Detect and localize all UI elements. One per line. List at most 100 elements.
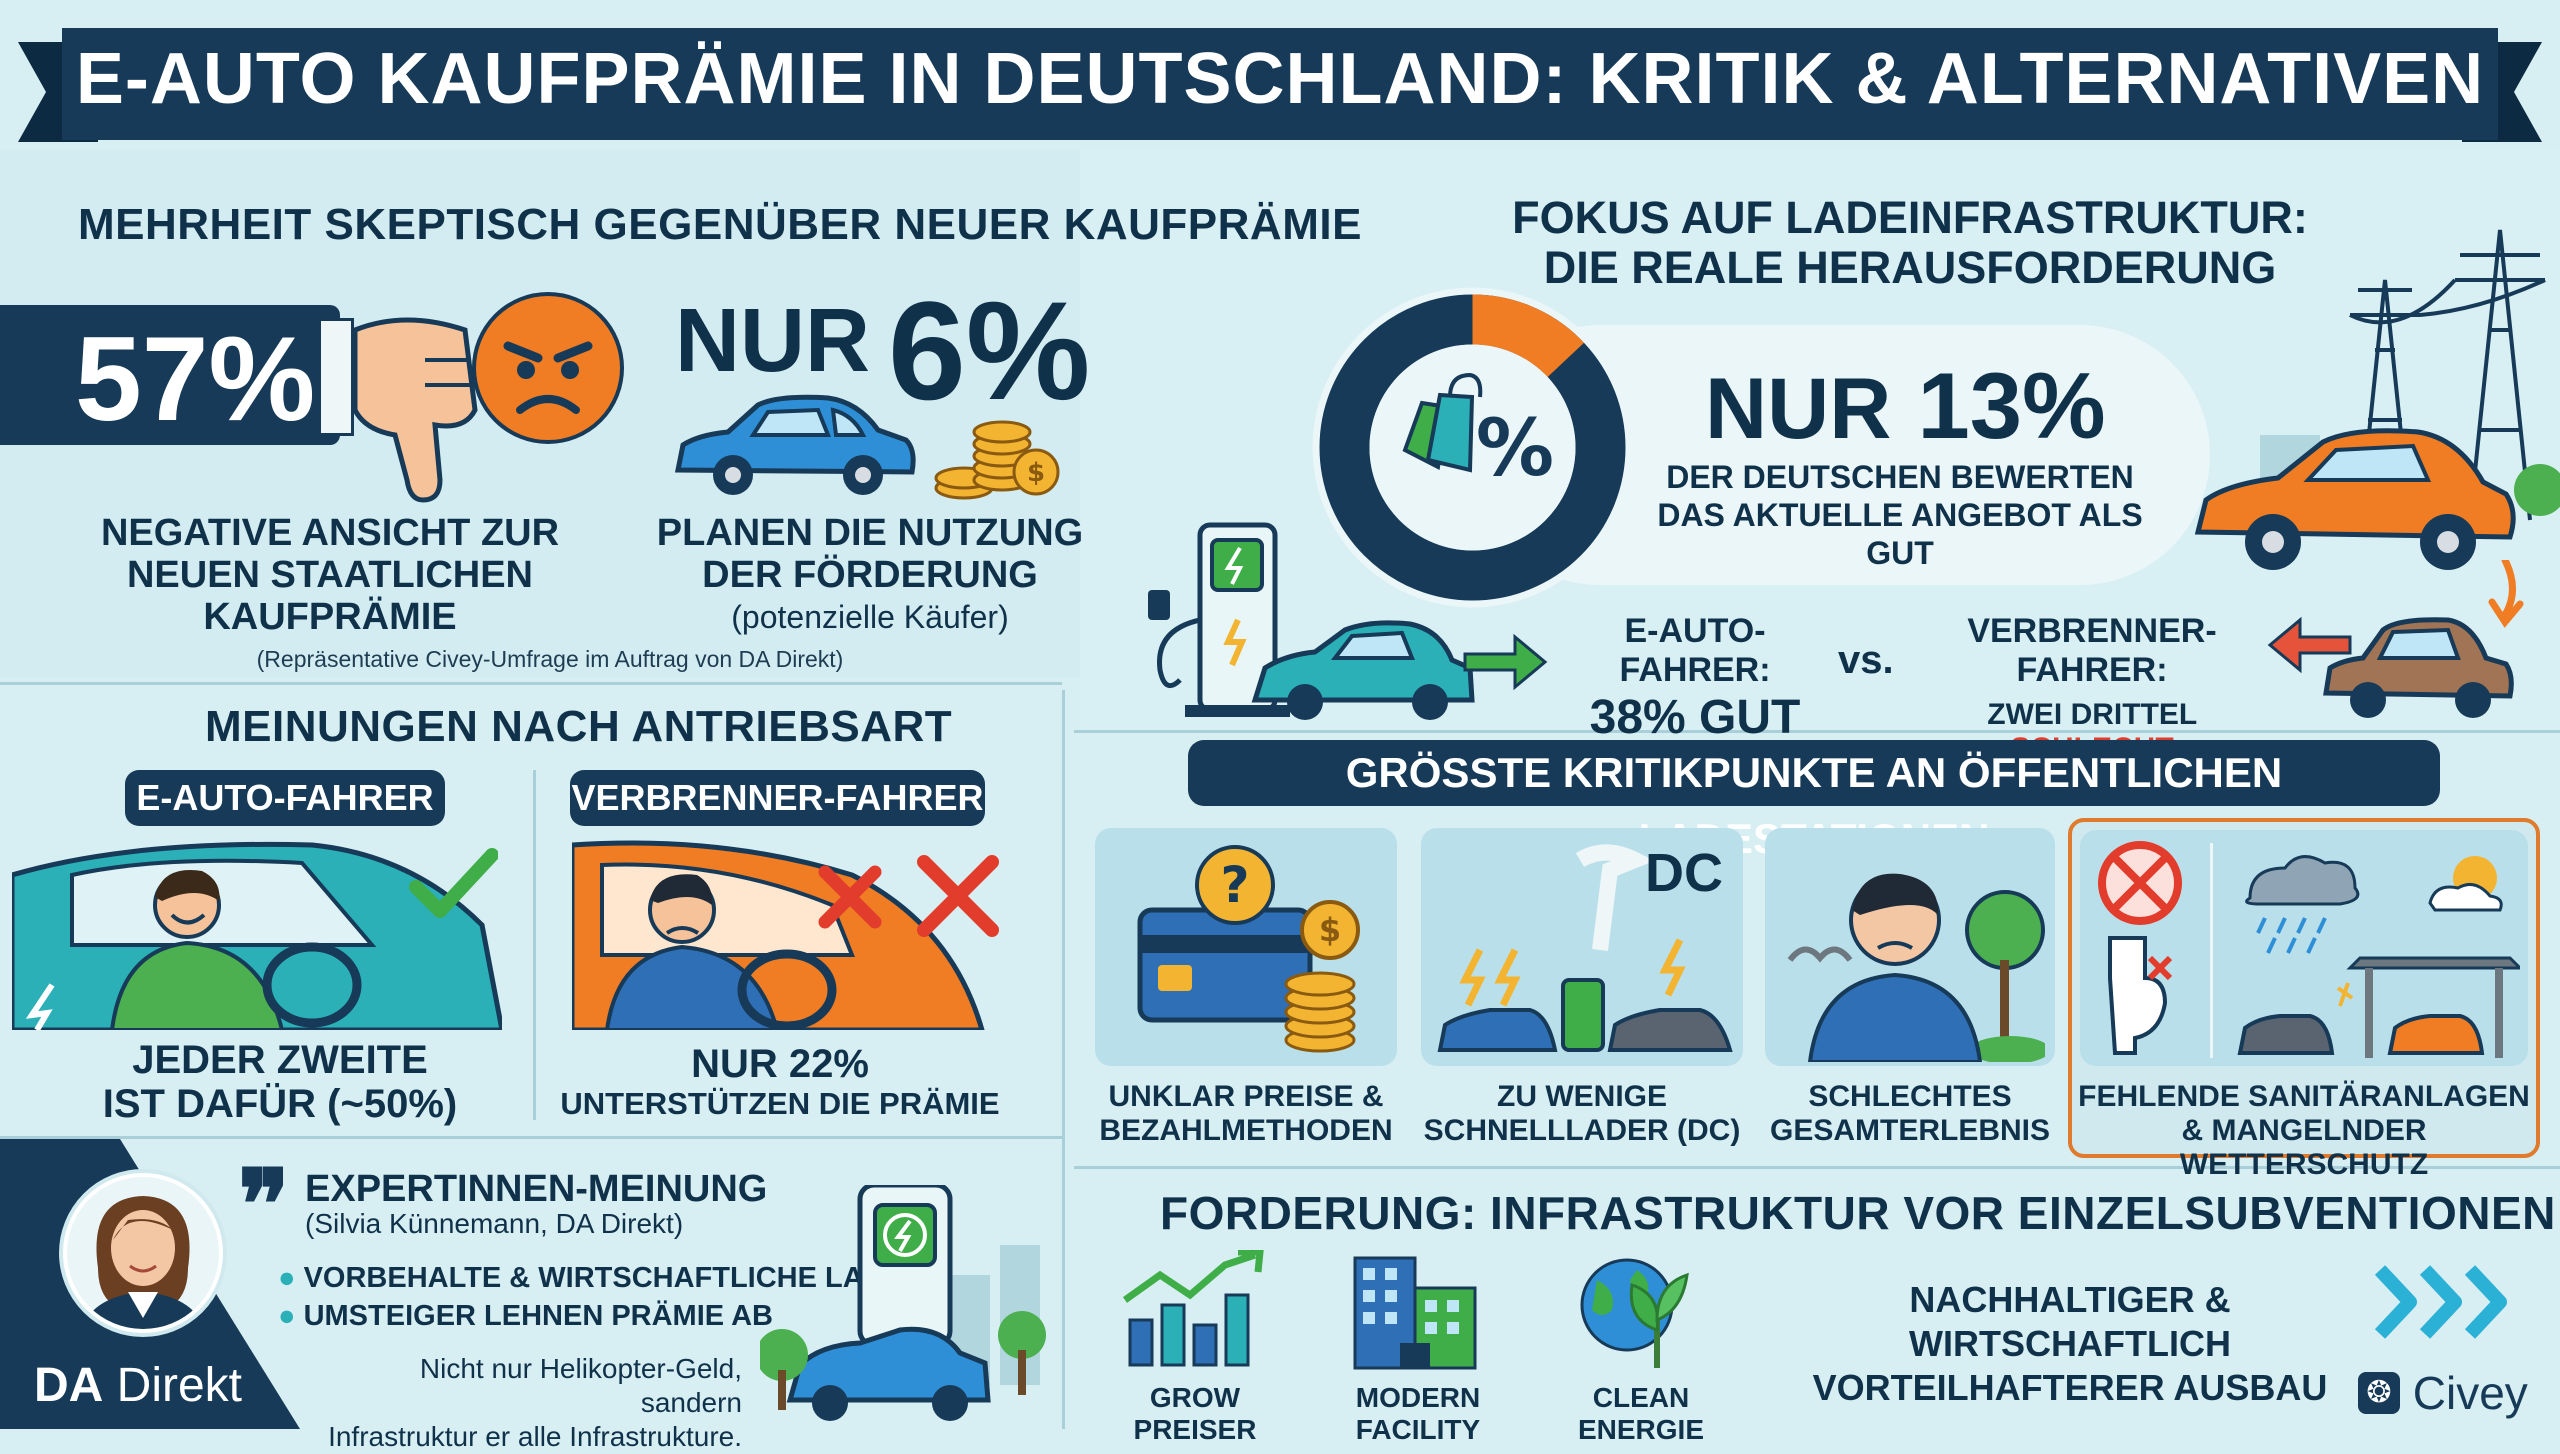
car-icon xyxy=(674,394,916,495)
negative-caption-line: NEUEN STAATLICHEN xyxy=(126,554,534,596)
svg-text:%: % xyxy=(1476,404,1554,494)
negative-caption-line: KAUFPRÄMIE xyxy=(203,596,457,638)
ice-driver-value-prefix: ZWEI DRITTEL xyxy=(1987,698,2197,731)
criticism-caption: UNKLAR PREISE & BEZAHLMETHODEN xyxy=(1085,1080,1407,1148)
expert-avatar xyxy=(59,1169,227,1337)
demand-icon-label: MODERN FACILITY xyxy=(1355,1382,1481,1445)
plan-caption: PLANEN DIE NUTZUNG DER FÖRDERUNG (potenz… xyxy=(650,512,1090,638)
expert-bullet: ● VORBEHALTE & WIRTSCHAFTLICHE LAGE xyxy=(278,1262,906,1295)
bullet-dot: ● xyxy=(278,1300,304,1332)
ice-caption: NUR 22% UNTERSTÜTZEN DIE PRÄMIE xyxy=(550,1042,1010,1122)
expert-person: (Silvia Künnemann, DA Direkt) xyxy=(305,1208,684,1239)
infra-stat-value: 13% xyxy=(1917,353,2106,458)
criticism-caption-line: BEZAHLMETHODEN xyxy=(1099,1114,1393,1147)
plan-sub: (potenzielle Käufer) xyxy=(731,599,1009,635)
shopping-bag-percent-icon: % xyxy=(1402,372,1554,494)
demand-title: FORDERUNG: INFRASTRUKTUR VOR EINZELSUBVE… xyxy=(1160,1187,2556,1239)
demand-claim-line: NACHHALTIGER & WIRTSCHAFTLICH xyxy=(1909,1279,2231,1364)
stat-plan-prefix: NUR xyxy=(675,291,870,391)
dc-badge: DC xyxy=(1645,843,1723,903)
ice-caption-small: UNTERSTÜTZEN DIE PRÄMIE xyxy=(560,1086,1000,1121)
stat-plan: 6% xyxy=(888,272,1091,429)
criticism-caption: ZU WENIGE SCHNELLLADER (DC) xyxy=(1421,1080,1743,1148)
criticism-title: GRÖSSTE KRITIKPUNKTE AN ÖFFENTLICHEN LAD… xyxy=(1188,740,2440,862)
criticism-caption-line: SCHNELLLADER (DC) xyxy=(1423,1114,1741,1147)
ice-driver-illustration xyxy=(572,840,985,1030)
infra-title-line: FOKUS AUF LADEINFRASTRUKTUR: xyxy=(1512,192,2308,243)
cross-icon xyxy=(818,865,882,929)
criticism-caption-line: & MANGELNDER WETTERSCHUTZ xyxy=(2179,1114,2429,1181)
arrow-left-icon xyxy=(2267,616,2352,674)
expert-title: EXPERTINNEN-MEINUNG xyxy=(305,1168,768,1210)
donut-segment-good xyxy=(1319,294,1626,601)
bullet-text: VORBEHALTE & WIRTSCHAFTLICHE LAGE xyxy=(303,1262,906,1294)
criticism-caption-line: ZU WENIGE xyxy=(1497,1080,1667,1113)
criticism-caption: FEHLENDE SANITÄRANLAGEN & MANGELNDER WET… xyxy=(2072,1080,2536,1182)
brown-car-icon xyxy=(2323,617,2514,718)
facilities-weather-icon xyxy=(2098,841,2520,1058)
drive-divider xyxy=(533,770,536,1120)
card-payment-icon: ? $ xyxy=(1137,845,1360,1053)
expert-quote: Nicht nur Helikopter-Geld, sandern Infra… xyxy=(312,1352,742,1454)
page-title: E-AUTO KAUFPRÄMIE IN DEUTSCHLAND: KRITIK… xyxy=(75,39,2485,119)
panel-divider xyxy=(1062,690,1065,1429)
drive-title: MEINUNGEN NACH ANTRIEBSART xyxy=(205,702,953,751)
fast-charger-icon xyxy=(1437,844,1733,1052)
chevrons-right-icon xyxy=(2375,1265,2507,1339)
svg-text:$: $ xyxy=(1319,911,1341,949)
stat-57-box xyxy=(0,305,340,445)
ice-driver-pill: VERBRENNER-FAHRER xyxy=(570,770,985,826)
cuff xyxy=(318,318,354,436)
ev-driver-illustration xyxy=(12,841,502,1030)
ev-caption: JEDER ZWEITE IST DAFÜR (~50%) xyxy=(60,1038,500,1126)
cross-icon xyxy=(917,855,999,937)
arrow-right-icon xyxy=(1463,633,1548,691)
infra-stat-caption: DER DEUTSCHEN BEWERTEN DAS AKTUELLE ANGE… xyxy=(1620,458,2180,572)
satisfaction-donut-chart: % xyxy=(1312,287,1633,608)
criticism-caption-line: SCHLECHTES xyxy=(1808,1080,2012,1113)
coins-icon: $ xyxy=(934,420,1060,500)
logo-direkt: Direkt xyxy=(116,1359,243,1412)
bullet-text: UMSTEIGER LEHNEN PRÄMIE AB xyxy=(303,1300,773,1332)
civey-logo-icon: ❂ xyxy=(2358,1371,2400,1414)
negative-caption-line: NEGATIVE ANSICHT ZUR xyxy=(100,512,560,554)
civey-logo: ❂ Civey xyxy=(2358,1362,2528,1420)
thumbs-down-icon xyxy=(352,317,478,503)
quote-icon: ❞ xyxy=(238,1148,290,1261)
demand-icon-label: GROW PREISER xyxy=(1133,1382,1257,1445)
plan-caption-line: DER FÖRDERUNG xyxy=(702,554,1038,596)
skeptic-title: MEHRHEIT SKEPTISCH GEGENÜBER NEUER KAUFP… xyxy=(78,200,1362,249)
panel-divider xyxy=(1074,1166,2560,1169)
ice-driver-label: VERBRENNER-FAHRER: xyxy=(1967,612,2217,689)
ev-driver-value: 38% GUT xyxy=(1589,691,1801,744)
logo-da: DA xyxy=(34,1359,104,1412)
ev-driver-label: E-AUTO-FAHRER: xyxy=(1619,612,1771,689)
svg-text:$: $ xyxy=(1027,458,1045,488)
plan-caption-line: PLANEN DIE NUTZUNG xyxy=(656,512,1084,554)
panel-divider xyxy=(0,1136,1062,1139)
orange-car-icon xyxy=(2194,428,2516,570)
bullet-dot: ● xyxy=(278,1262,304,1294)
infra-title: FOKUS AUF LADEINFRASTRUKTUR: DIE REALE H… xyxy=(1450,193,2370,293)
demand-icon-label: CLEAN ENERGIE xyxy=(1577,1382,1705,1445)
charging-station-icon xyxy=(1148,522,1475,720)
da-direkt-logo: DA Direkt xyxy=(34,1358,242,1413)
criticism-caption-line: GESAMTERLEBNIS xyxy=(1769,1114,2051,1147)
quote-line: Infrastruktur er alle Infrastrukture. xyxy=(328,1421,742,1452)
banner: E-AUTO KAUFPRÄMIE IN DEUTSCHLAND: KRITIK… xyxy=(62,28,2498,140)
infra-stat: NUR 13% xyxy=(1705,352,2106,460)
svg-text:?: ? xyxy=(1220,856,1249,914)
demand-claim-line: VORTEILHAFTERER AUSBAU xyxy=(1812,1367,2328,1408)
quote-line: Nicht nur Helikopter-Geld, sandern xyxy=(419,1353,742,1418)
infra-stat-prefix: NUR xyxy=(1705,361,1892,457)
negative-caption: NEGATIVE ANSICHT ZUR NEUEN STAATLICHEN K… xyxy=(60,512,600,638)
angry-face-icon xyxy=(472,292,624,444)
charging-station-city-icon xyxy=(760,1185,1046,1421)
demand-claim: NACHHALTIGER & WIRTSCHAFTLICH VORTEILHAF… xyxy=(1790,1278,2350,1410)
ice-caption-big: NUR 22% xyxy=(691,1042,869,1086)
criticism-caption: SCHLECHTES GESAMTERLEBNIS xyxy=(1760,1080,2060,1148)
stat-negative: 57% xyxy=(75,312,316,446)
civey-logo-text: Civey xyxy=(2412,1366,2528,1419)
modern-facility-icon xyxy=(1353,1256,1477,1370)
grow-chart-icon xyxy=(1122,1250,1264,1367)
